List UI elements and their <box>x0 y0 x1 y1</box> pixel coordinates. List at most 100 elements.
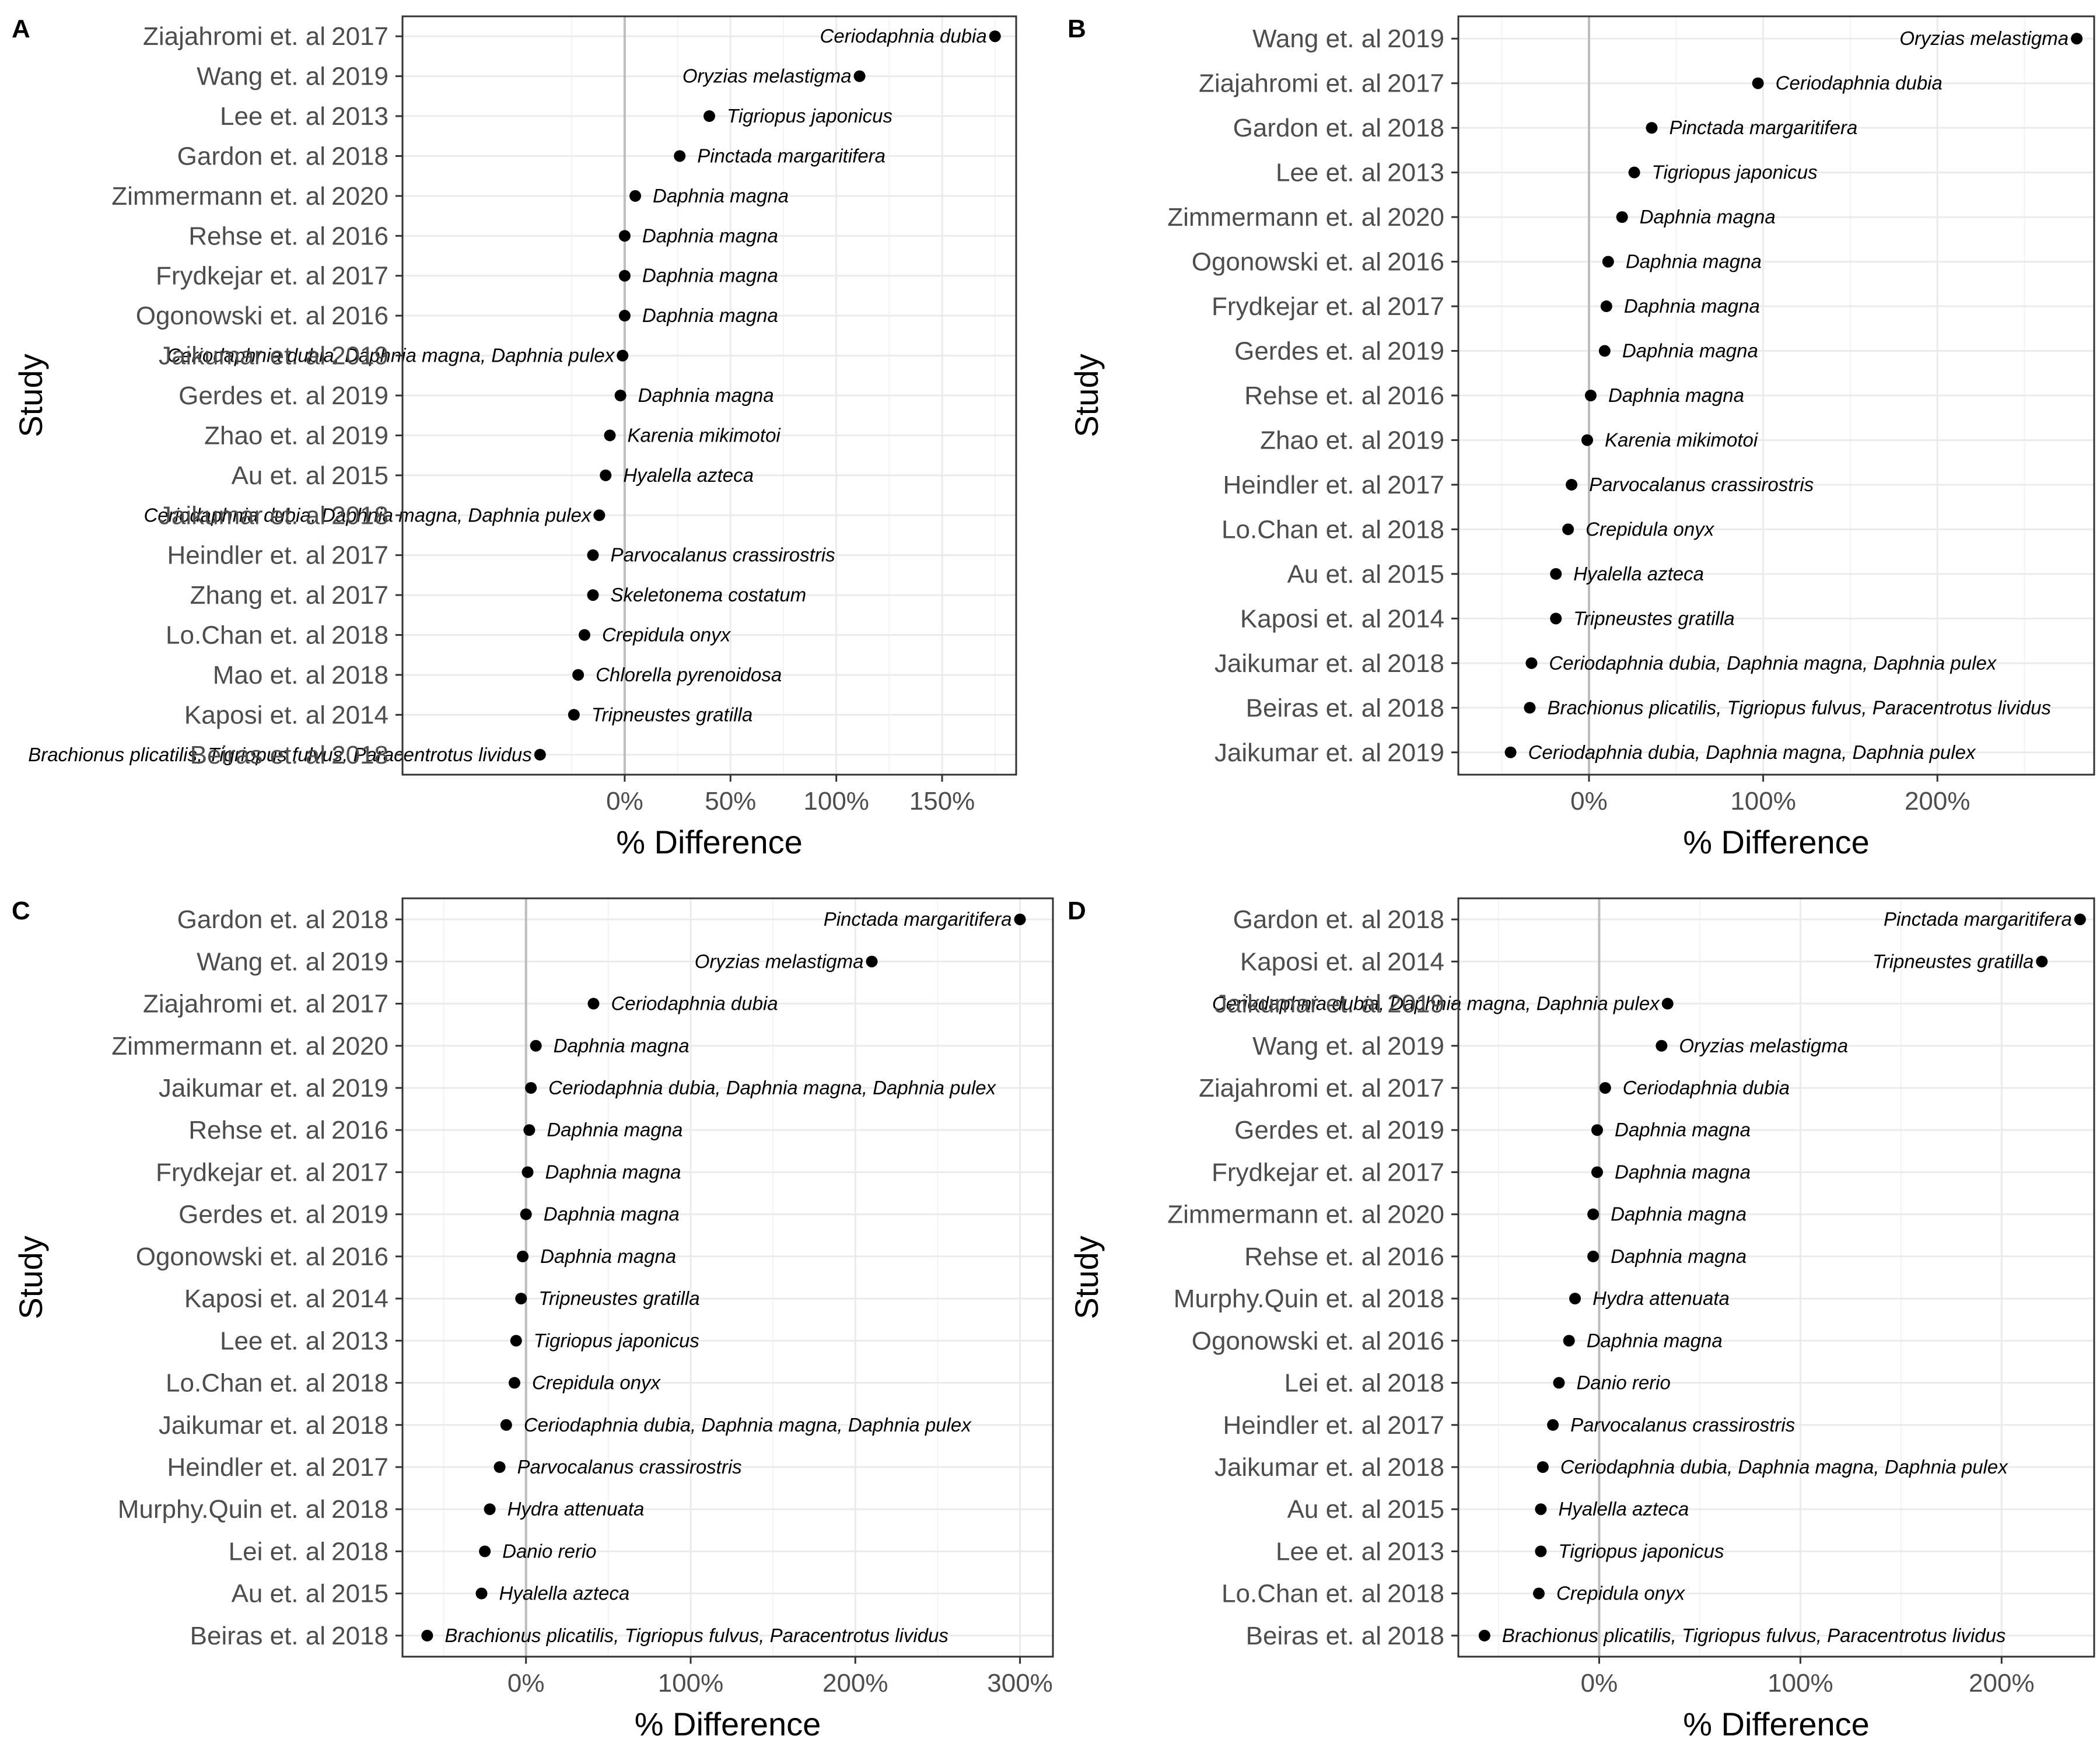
study-name-label: Gardon et. al <box>177 142 326 170</box>
study-name-label: Au et. al <box>1287 560 1381 589</box>
study-year-label: 2018 <box>1387 1369 1444 1398</box>
data-point <box>515 1293 527 1305</box>
study-name-label: Ziajahromi et. al <box>143 990 326 1019</box>
study-year-label: 2018 <box>331 1537 388 1566</box>
study-name-label: Kaposi et. al <box>184 701 326 729</box>
study-name-label: Ogonowski et. al <box>1192 248 1381 276</box>
study-name-label: Au et. al <box>232 461 326 490</box>
study-name-label: Lo.Chan et. al <box>166 1369 326 1398</box>
data-point <box>475 1587 488 1600</box>
data-point <box>1628 166 1640 178</box>
study-year-label: 2018 <box>331 1411 388 1440</box>
species-label: Hyalella azteca <box>499 1583 629 1604</box>
species-label: Brachionus plicatilis, Tigriopus fulvus,… <box>444 1625 949 1646</box>
species-label: Ceriodaphnia dubia <box>1776 72 1943 94</box>
species-label: Crepidula onyx <box>602 624 732 646</box>
study-name-label: Lee et. al <box>1276 159 1381 187</box>
study-name-label: Murphy.Quin et. al <box>1174 1284 1381 1313</box>
x-tick-label: 150% <box>909 787 975 816</box>
panel-border <box>401 15 1017 776</box>
species-label: Chlorella pyrenoidosa <box>596 664 782 685</box>
data-point <box>1524 702 1536 714</box>
panel-letter: C <box>12 897 30 925</box>
data-point <box>1600 300 1612 313</box>
data-point <box>2036 956 2048 968</box>
data-point <box>629 190 642 202</box>
study-name-label: Au et. al <box>1287 1495 1381 1524</box>
study-year-label: 2018 <box>331 1622 388 1650</box>
study-year-label: 2020 <box>331 182 388 211</box>
data-point <box>1478 1629 1490 1642</box>
study-year-label: 2019 <box>1387 1116 1444 1144</box>
species-label: Daphnia magna <box>1624 295 1760 317</box>
species-label: Tigriopus japonicus <box>727 105 892 127</box>
study-year-label: 2017 <box>1387 1158 1444 1186</box>
study-name-label: Zimmermann et. al <box>1167 203 1381 232</box>
species-label: Ceriodaphnia dubia, Daphnia magna, Daphn… <box>524 1414 972 1436</box>
data-point <box>1504 746 1517 758</box>
study-year-label: 2014 <box>1387 604 1444 633</box>
data-point <box>614 390 626 401</box>
x-tick-label: 200% <box>1905 787 1971 816</box>
y-axis-title: Study <box>1068 1236 1105 1319</box>
x-axis-title: % Difference <box>1683 1706 1870 1742</box>
species-label: Ceriodaphnia dubia, Daphnia magna, Daphn… <box>144 504 592 526</box>
data-point <box>587 998 600 1010</box>
study-year-label: 2018 <box>1387 1284 1444 1313</box>
data-point <box>1598 345 1611 357</box>
study-year-label: 2019 <box>1387 24 1444 53</box>
study-year-label: 2017 <box>331 581 388 610</box>
data-point <box>494 1461 506 1473</box>
study-name-label: Beiras et. al <box>1246 694 1381 722</box>
data-point <box>1535 1545 1547 1558</box>
species-label: Parvocalanus crassirostris <box>1570 1414 1795 1436</box>
panel-letter: D <box>1068 897 1086 925</box>
species-label: Ceriodaphnia dubia, Daphnia magna, Daphn… <box>548 1077 996 1098</box>
study-name-label: Zhao et. al <box>204 421 326 450</box>
study-name-label: Rehse et. al <box>1244 1242 1381 1271</box>
study-year-label: 2015 <box>331 1580 388 1608</box>
study-name-label: Murphy.Quin et. al <box>118 1495 326 1524</box>
data-point <box>989 30 1001 43</box>
study-name-label: Lee et. al <box>220 102 326 131</box>
species-label: Ceriodaphnia dubia <box>820 25 986 47</box>
data-point <box>604 429 616 442</box>
study-name-label: Rehse et. al <box>188 1116 326 1144</box>
study-name-label: Zimmermann et. al <box>111 1032 326 1060</box>
data-point <box>1550 568 1562 580</box>
study-year-label: 2015 <box>1387 560 1444 589</box>
study-name-label: Au et. al <box>232 1580 326 1608</box>
species-label: Pinctada margaritifera <box>1669 117 1857 138</box>
data-point <box>1553 1377 1565 1389</box>
study-year-label: 2019 <box>1387 738 1444 767</box>
x-tick-label: 200% <box>1969 1669 2035 1698</box>
data-point <box>522 1166 534 1178</box>
study-name-label: Beiras et. al <box>190 1622 326 1650</box>
data-point <box>1014 914 1026 926</box>
study-name-label: Lee et. al <box>220 1326 326 1355</box>
study-year-label: 2019 <box>331 947 388 976</box>
data-point <box>578 629 590 641</box>
data-point <box>1525 657 1538 669</box>
species-label: Crepidula onyx <box>532 1372 662 1394</box>
study-year-label: 2017 <box>331 22 388 51</box>
study-year-label: 2020 <box>1387 1200 1444 1229</box>
species-label: Daphnia magna <box>540 1245 676 1267</box>
species-label: Brachionus plicatilis, Tigriopus fulvus,… <box>1547 696 2051 718</box>
species-label: Crepidula onyx <box>1556 1583 1686 1604</box>
data-point <box>510 1335 522 1347</box>
study-year-label: 2017 <box>1387 69 1444 98</box>
study-year-label: 2019 <box>331 62 388 91</box>
species-label: Danio rerio <box>502 1540 596 1562</box>
data-point <box>568 709 580 721</box>
study-year-label: 2016 <box>1387 248 1444 276</box>
data-point <box>1536 1461 1549 1473</box>
data-point <box>1587 1208 1600 1220</box>
species-label: Ceriodaphnia dubia, Daphnia magna, Daphn… <box>1212 993 1660 1014</box>
species-label: Pinctada margaritifera <box>697 145 886 166</box>
species-label: Danio rerio <box>1576 1372 1670 1394</box>
data-point <box>618 230 631 242</box>
study-year-label: 2016 <box>331 1116 388 1144</box>
study-name-label: Zhang et. al <box>190 581 326 610</box>
data-point <box>1532 1587 1545 1600</box>
